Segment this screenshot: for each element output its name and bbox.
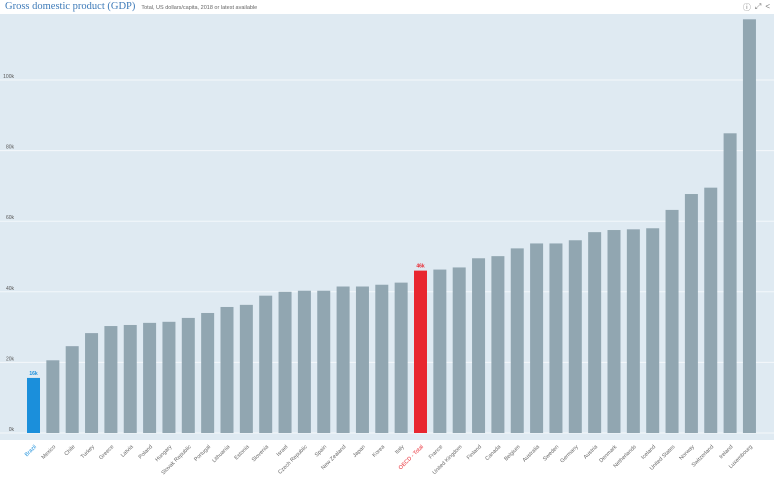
bar-czech-republic: [297, 290, 311, 433]
x-tick-label: Australia: [522, 444, 542, 464]
bar-netherlands: [626, 229, 640, 433]
x-tick-label: Mexico: [41, 444, 58, 461]
x-tick-label: Norway: [678, 444, 696, 462]
fullscreen-icon[interactable]: ⤢: [754, 2, 762, 11]
x-tick-label: Ireland: [718, 444, 734, 460]
bar-ireland: [723, 133, 737, 434]
x-tick-label: Italy: [394, 444, 406, 456]
y-tick-label: 40k: [6, 286, 15, 292]
bar-mexico: [46, 360, 60, 433]
y-tick-label: 60k: [6, 215, 15, 221]
bar-oecd-total: [414, 270, 427, 433]
bar-australia: [530, 243, 544, 433]
x-tick-label: Canada: [484, 444, 503, 463]
x-tick-label: Israel: [276, 444, 290, 458]
bar-italy: [394, 282, 408, 433]
y-tick-label: 0k: [9, 427, 15, 433]
bar-greece: [104, 326, 118, 433]
bar-lithuania: [220, 306, 234, 433]
bar-latvia: [123, 324, 137, 433]
y-tick-label: 20k: [6, 356, 15, 362]
bar-slovenia: [259, 295, 273, 433]
x-tick-label: Chile: [63, 444, 76, 457]
bar-turkey: [85, 333, 99, 433]
bar-luxembourg: [742, 19, 756, 434]
x-tick-label: Japan: [352, 444, 367, 459]
x-tick-label: Spain: [314, 444, 328, 458]
bar-united-states: [665, 209, 679, 433]
info-icon[interactable]: ⓘ: [742, 3, 751, 12]
share-icon[interactable]: <: [765, 2, 770, 11]
bar-korea: [375, 284, 389, 433]
bar-iceland: [646, 228, 660, 433]
x-tick-label: Estonia: [234, 444, 252, 462]
chart-title: Gross domestic product (GDP): [5, 1, 136, 12]
bar-austria: [588, 232, 602, 433]
bar-brazil: [27, 377, 40, 433]
bar-hungary: [162, 321, 176, 433]
bar-united-kingdom: [452, 267, 466, 433]
x-tick-label: Sweden: [542, 444, 560, 462]
bar-germany: [568, 240, 582, 433]
x-tick-label: Belgium: [503, 444, 522, 463]
bar-slovak-republic: [181, 317, 195, 433]
x-tick-label: Austria: [583, 444, 600, 461]
bar-norway: [684, 194, 698, 433]
bar-chile: [65, 346, 79, 433]
x-tick-label: Turkey: [80, 444, 96, 460]
x-tick-label: Greece: [98, 444, 115, 461]
bar-israel: [278, 291, 292, 433]
bar-switzerland: [704, 187, 718, 433]
x-tick-label: Brazil: [24, 444, 38, 458]
x-tick-label: Slovenia: [251, 444, 271, 464]
x-tick-label: Portugal: [193, 444, 212, 463]
data-label: 16k: [29, 371, 38, 377]
x-tick-label: Hungary: [154, 444, 173, 463]
bar-sweden: [549, 243, 563, 433]
bar-denmark: [607, 230, 621, 433]
x-tick-label: Poland: [138, 444, 154, 460]
x-tick-label: Germany: [559, 444, 579, 464]
bar-estonia: [239, 304, 253, 433]
bar-france: [433, 269, 447, 433]
x-tick-label: Finland: [466, 444, 483, 461]
bar-belgium: [510, 248, 524, 433]
x-tick-label: Latvia: [120, 444, 135, 459]
x-tick-label: Korea: [372, 444, 387, 459]
bar-portugal: [201, 312, 215, 433]
chart-subtitle: Total, US dollars/capita, 2018 or latest…: [141, 5, 258, 11]
bar-new-zealand: [336, 286, 350, 433]
bar-japan: [355, 286, 369, 433]
bar-canada: [491, 256, 505, 433]
bar-poland: [143, 322, 157, 433]
toolbar: ⓘ ⤢ <: [743, 2, 770, 13]
y-tick-label: 80k: [6, 145, 15, 151]
y-tick-label: 100k: [3, 74, 14, 80]
bar-finland: [472, 258, 486, 433]
x-tick-label: Lithuania: [211, 444, 232, 465]
x-tick-label: France: [428, 444, 444, 460]
chart-header: Gross domestic product (GDP) Total, US d…: [0, 0, 774, 14]
data-label: 46k: [416, 264, 425, 270]
bar-spain: [317, 290, 331, 433]
x-tick-label: Iceland: [640, 444, 657, 461]
